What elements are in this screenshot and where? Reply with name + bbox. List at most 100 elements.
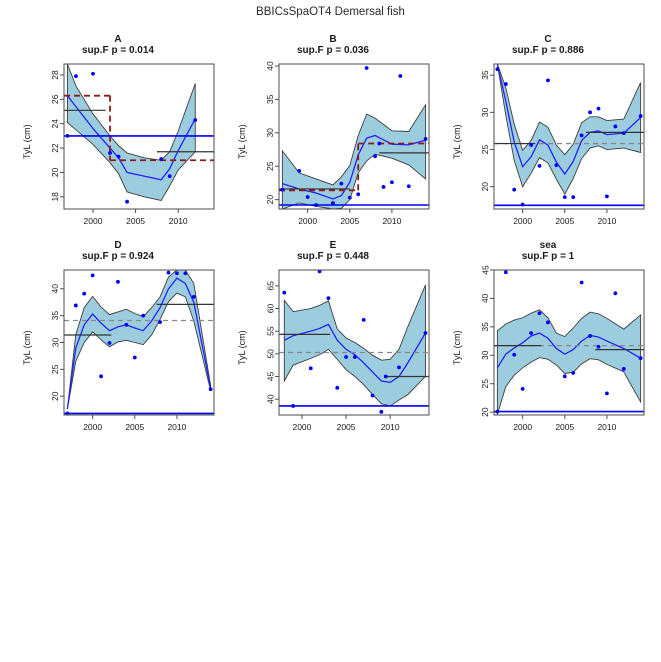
x-tick-label: 2005 <box>125 422 144 432</box>
data-point <box>588 110 592 115</box>
plot-area-A: 18 20 22 24 26 28 2000 2005 2010 <box>50 63 215 226</box>
trend-line <box>282 134 426 200</box>
data-point <box>406 184 411 189</box>
data-point <box>503 270 508 275</box>
x-tick-label: 2000 <box>513 216 532 226</box>
panel-label: B <box>329 34 337 45</box>
panel-pvalue: sup.F p = 0.036 <box>297 45 369 56</box>
panel-label: sea <box>539 240 557 251</box>
y-tick-label: 22 <box>50 143 60 153</box>
y-tick-label: 20 <box>50 391 60 401</box>
data-point <box>107 341 112 345</box>
x-tick-label: 2005 <box>555 422 574 432</box>
breakpoint-step-line <box>279 142 429 192</box>
data-point <box>546 320 550 325</box>
data-point <box>175 271 179 276</box>
y-tick-label: 25 <box>480 379 490 389</box>
data-point <box>579 133 584 138</box>
panel-sea: sea sup.F p = 1 TyL (cm) 20 25 30 35 40 45 2000 20… <box>438 240 658 445</box>
panel-pvalue: sup.F p = 0.014 <box>82 45 154 56</box>
plot-area-C: 20 25 30 35 2000 2005 2010 <box>480 63 645 226</box>
data-point <box>317 270 322 274</box>
y-tick-label: 55 <box>265 326 275 336</box>
y-tick-label: 20 <box>480 407 490 417</box>
y-tick-label: 30 <box>265 128 275 138</box>
y-tick-label: 65 <box>265 281 275 291</box>
data-point <box>132 355 137 360</box>
x-tick-label: 2010 <box>382 216 401 226</box>
y-tick-label: 35 <box>480 322 490 332</box>
x-tick-label: 2000 <box>84 216 103 226</box>
data-point <box>605 194 609 199</box>
y-tick-label: 35 <box>265 94 275 104</box>
panel-pvalue: sup.F p = 0.886 <box>512 45 584 56</box>
x-tick-label: 2010 <box>167 422 186 432</box>
data-point <box>65 411 70 415</box>
y-tick-label: 40 <box>480 293 490 303</box>
data-point <box>314 203 318 207</box>
plot-frame <box>63 63 215 210</box>
confidence-band <box>281 103 427 209</box>
data-point <box>571 371 576 375</box>
data-point <box>308 366 313 371</box>
data-point <box>596 106 601 111</box>
data-point <box>529 143 533 147</box>
data-point <box>347 195 352 200</box>
data-point <box>379 409 384 414</box>
data-point <box>383 374 388 379</box>
y-tick-label: 35 <box>50 311 60 321</box>
data-point <box>495 67 500 72</box>
y-tick-label: 25 <box>480 145 490 155</box>
panel-pvalue: sup.F p = 0.448 <box>297 251 369 262</box>
data-point <box>297 169 302 173</box>
x-tick-label: 2005 <box>555 216 574 226</box>
y-tick-label: 45 <box>265 371 275 381</box>
plot-frame <box>493 269 645 416</box>
x-tick-label: 2010 <box>597 422 616 432</box>
data-point <box>621 131 626 136</box>
data-point <box>638 356 643 361</box>
x-tick-label: 2005 <box>340 216 359 226</box>
data-point <box>335 385 340 390</box>
data-point <box>74 74 78 79</box>
data-point <box>166 270 171 275</box>
data-point <box>596 344 601 349</box>
data-point <box>91 71 95 76</box>
data-point <box>554 163 559 168</box>
data-point <box>613 291 618 296</box>
y-tick-label: 24 <box>50 119 60 129</box>
data-point <box>562 195 567 200</box>
panel-label: D <box>114 240 122 251</box>
x-tick-label: 2000 <box>298 216 317 226</box>
data-point <box>125 199 129 204</box>
data-point <box>579 280 584 285</box>
data-point <box>605 391 609 396</box>
data-point <box>381 185 386 189</box>
data-point <box>282 290 287 295</box>
confidence-band <box>496 64 642 196</box>
data-point <box>280 187 285 192</box>
x-tick-label: 2000 <box>513 422 532 432</box>
y-tick-label: 20 <box>265 195 275 205</box>
trend-line <box>283 323 427 384</box>
data-point <box>512 187 517 192</box>
data-point <box>537 163 542 168</box>
y-tick-label: 20 <box>480 182 490 192</box>
data-point <box>305 195 310 199</box>
y-tick-label: 18 <box>50 192 60 202</box>
data-point <box>116 154 121 159</box>
panel-pvalue: sup.F p = 1 <box>521 251 575 262</box>
plot-area-E: 40 45 50 55 60 65 2000 2005 2010 <box>265 269 430 432</box>
figure-title: BBICsSpaOT4 Demersal fish <box>256 6 405 18</box>
y-tick-label: 40 <box>50 284 60 294</box>
x-tick-label: 2005 <box>126 216 145 226</box>
confidence-band <box>283 284 426 407</box>
y-tick-label: 30 <box>50 338 60 348</box>
panel-title-sea: sea sup.F p = 1 <box>438 240 658 262</box>
